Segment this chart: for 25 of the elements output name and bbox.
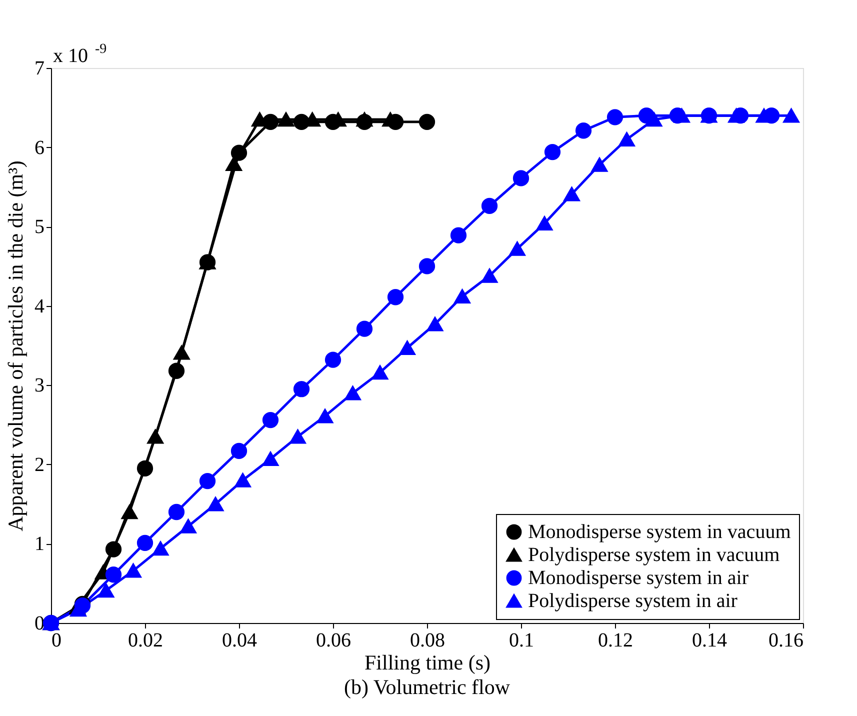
x-tick-label: 0.04 [222, 630, 257, 652]
y-axis-title: Apparent volume of particles in the die (m³) [4, 160, 28, 532]
x-tick-label: 0.16 [768, 630, 804, 652]
y-tick-label: 6 [34, 136, 44, 159]
legend-label: Monodisperse system in vacuum [528, 521, 792, 543]
x-axis-title: Filling time (s) [364, 650, 491, 674]
legend-label: Polydisperse system in air [528, 590, 738, 612]
y-tick-label: 3 [34, 374, 44, 397]
x-tick-label: 0.02 [128, 630, 163, 652]
y-tick-label: 4 [34, 295, 44, 318]
x-tick-label: 0.12 [598, 630, 633, 652]
text: (b) Volumetric flow [344, 675, 511, 699]
y-tick-label: 0 [34, 612, 44, 634]
y-tick-label: 7 [34, 58, 44, 80]
legend-label: Polydisperse system in vacuum [528, 544, 780, 566]
y-tick-label: 5 [34, 216, 44, 238]
x-tick-label: 0 [52, 630, 62, 652]
y-tick-label: 2 [34, 454, 44, 476]
text: x 10-9 [53, 42, 107, 67]
legend-label: Monodisperse system in air [528, 567, 749, 589]
x-tick-label: 0.08 [410, 630, 445, 652]
x-tick-label: 0.1 [509, 630, 534, 652]
x-tick-label: 0.06 [316, 630, 351, 652]
y-tick-label: 1 [34, 533, 44, 556]
x-tick-label: 0.14 [692, 630, 727, 652]
